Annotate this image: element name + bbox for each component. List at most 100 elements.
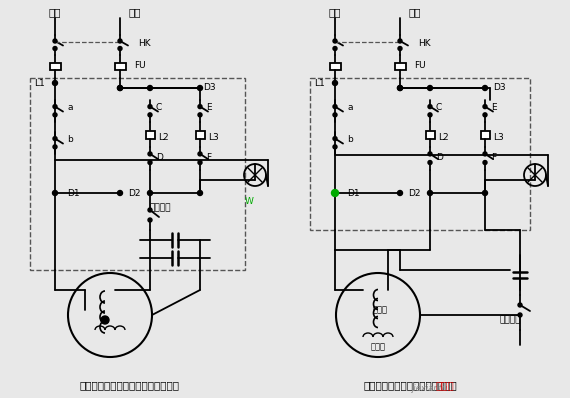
Text: b: b <box>67 135 73 144</box>
Bar <box>425 131 434 139</box>
Bar <box>145 131 154 139</box>
Text: 主绕组: 主绕组 <box>373 306 388 314</box>
Circle shape <box>483 105 487 109</box>
Circle shape <box>428 191 433 195</box>
Text: 离心开关: 离心开关 <box>149 203 171 213</box>
Circle shape <box>397 86 402 90</box>
Circle shape <box>52 191 58 195</box>
Circle shape <box>428 86 433 90</box>
Circle shape <box>118 39 122 43</box>
Circle shape <box>197 86 202 90</box>
Text: 离心开关: 离心开关 <box>499 316 521 324</box>
Text: C: C <box>156 103 162 111</box>
Text: F: F <box>491 152 496 162</box>
Text: L1: L1 <box>314 78 325 88</box>
Circle shape <box>198 113 202 117</box>
Circle shape <box>332 189 339 197</box>
Circle shape <box>333 39 337 43</box>
Text: L1: L1 <box>34 78 45 88</box>
Circle shape <box>397 191 402 195</box>
Text: D2: D2 <box>128 189 140 197</box>
Circle shape <box>397 86 402 90</box>
Text: b: b <box>347 135 353 144</box>
Circle shape <box>148 191 153 195</box>
Text: FU: FU <box>414 60 426 70</box>
Circle shape <box>198 152 202 156</box>
Circle shape <box>518 303 522 307</box>
Circle shape <box>483 113 487 117</box>
Text: 火线: 火线 <box>409 7 421 17</box>
Circle shape <box>333 105 337 109</box>
Text: C: C <box>436 103 442 111</box>
Text: D2: D2 <box>408 189 421 197</box>
Text: D3: D3 <box>203 84 215 92</box>
Text: 付绕组: 付绕组 <box>370 343 385 351</box>
Text: D: D <box>436 152 443 162</box>
Text: a: a <box>347 103 352 113</box>
Circle shape <box>53 39 57 43</box>
Circle shape <box>333 145 337 149</box>
Text: L3: L3 <box>493 133 504 142</box>
Circle shape <box>428 160 432 164</box>
Text: 火线: 火线 <box>129 7 141 17</box>
Bar <box>394 62 405 70</box>
Circle shape <box>53 113 57 117</box>
Text: W: W <box>245 197 254 207</box>
Circle shape <box>117 191 123 195</box>
Text: 接线图: 接线图 <box>435 380 454 390</box>
Circle shape <box>482 191 487 195</box>
Text: HK: HK <box>138 39 150 47</box>
Bar <box>30 78 245 270</box>
Circle shape <box>118 47 122 51</box>
Text: D1: D1 <box>67 189 80 197</box>
Text: 零线: 零线 <box>329 7 341 17</box>
Circle shape <box>333 137 337 140</box>
Circle shape <box>148 160 152 164</box>
Circle shape <box>428 113 432 117</box>
Circle shape <box>198 105 202 109</box>
Bar <box>481 131 490 139</box>
Circle shape <box>398 47 402 51</box>
Text: L3: L3 <box>208 133 219 142</box>
Text: jiexiantu: jiexiantu <box>412 384 448 393</box>
Circle shape <box>101 316 109 324</box>
Circle shape <box>483 160 487 164</box>
Circle shape <box>148 152 152 156</box>
Circle shape <box>53 137 57 140</box>
Circle shape <box>53 47 57 51</box>
Circle shape <box>148 218 152 222</box>
Circle shape <box>198 160 202 164</box>
Circle shape <box>197 191 202 195</box>
Text: FU: FU <box>134 60 145 70</box>
Bar <box>50 62 60 70</box>
Text: E: E <box>491 103 496 111</box>
Text: L2: L2 <box>158 133 169 142</box>
Circle shape <box>482 86 487 90</box>
Circle shape <box>332 80 337 86</box>
Text: 图四、分主副绕组的电动机接线图: 图四、分主副绕组的电动机接线图 <box>363 380 457 390</box>
Text: D1: D1 <box>347 189 360 197</box>
Circle shape <box>117 86 123 90</box>
Circle shape <box>148 86 153 90</box>
Circle shape <box>148 113 152 117</box>
Text: L2: L2 <box>438 133 449 142</box>
Circle shape <box>333 47 337 51</box>
Circle shape <box>428 105 432 109</box>
Text: F: F <box>206 152 211 162</box>
Circle shape <box>117 86 123 90</box>
Bar <box>329 62 340 70</box>
Circle shape <box>333 113 337 117</box>
Bar <box>196 131 205 139</box>
Text: 图三、不分主副绕组的电动机接线图: 图三、不分主副绕组的电动机接线图 <box>80 380 180 390</box>
Circle shape <box>53 105 57 109</box>
Text: a: a <box>67 103 72 113</box>
Circle shape <box>148 105 152 109</box>
Circle shape <box>518 313 522 317</box>
Bar <box>115 62 125 70</box>
Text: D: D <box>156 152 163 162</box>
Text: 零线: 零线 <box>49 7 61 17</box>
Circle shape <box>428 152 432 156</box>
Text: HK: HK <box>418 39 430 47</box>
Circle shape <box>148 208 152 212</box>
Circle shape <box>398 39 402 43</box>
